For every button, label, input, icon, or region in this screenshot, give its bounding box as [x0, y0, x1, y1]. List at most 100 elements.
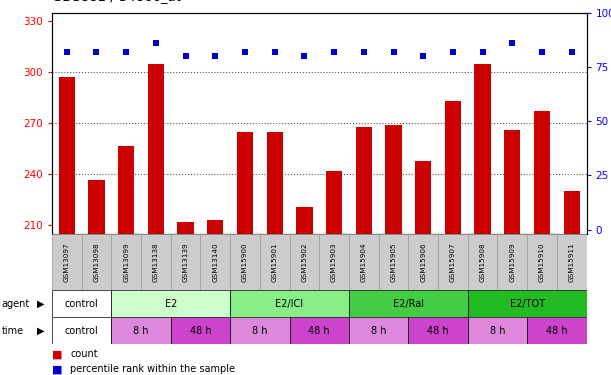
Bar [170, 317, 230, 344]
Bar [52, 234, 82, 290]
Bar [468, 317, 527, 344]
Bar [82, 234, 111, 290]
Text: GSM15904: GSM15904 [361, 242, 367, 282]
Point [210, 53, 220, 59]
Text: GSM15910: GSM15910 [539, 242, 545, 282]
Bar [59, 77, 75, 234]
Point [92, 49, 101, 55]
Bar [349, 290, 468, 317]
Text: E2/ICI: E2/ICI [276, 299, 304, 309]
Bar [408, 317, 468, 344]
Bar [356, 127, 372, 234]
Bar [141, 234, 170, 290]
Bar [111, 290, 230, 317]
Text: GSM15902: GSM15902 [301, 242, 307, 282]
Text: 8 h: 8 h [252, 326, 268, 336]
Bar [237, 132, 253, 234]
Text: GSM15909: GSM15909 [510, 242, 515, 282]
Point [240, 49, 250, 55]
Point [299, 53, 309, 59]
Bar [170, 234, 200, 290]
Bar [349, 234, 379, 290]
Text: E2: E2 [164, 299, 177, 309]
Text: GSM15907: GSM15907 [450, 242, 456, 282]
Bar [200, 234, 230, 290]
Text: GSM13139: GSM13139 [183, 242, 189, 282]
Text: GSM15905: GSM15905 [390, 242, 397, 282]
Bar [260, 234, 290, 290]
Point [151, 40, 161, 46]
Text: GSM15900: GSM15900 [242, 242, 248, 282]
Bar [474, 64, 491, 234]
Text: 8 h: 8 h [133, 326, 149, 336]
Text: time: time [2, 326, 24, 336]
Point [567, 49, 577, 55]
Point [507, 40, 517, 46]
Text: GSM13140: GSM13140 [212, 242, 218, 282]
Text: ▶: ▶ [37, 299, 44, 309]
Bar [320, 234, 349, 290]
Bar [177, 222, 194, 234]
Text: agent: agent [2, 299, 30, 309]
Bar [379, 234, 408, 290]
Text: GSM15906: GSM15906 [420, 242, 426, 282]
Text: 48 h: 48 h [427, 326, 449, 336]
Point [62, 49, 71, 55]
Bar [290, 317, 349, 344]
Text: E2/Ral: E2/Ral [393, 299, 424, 309]
Bar [557, 234, 587, 290]
Bar [148, 64, 164, 234]
Bar [118, 146, 134, 234]
Bar [445, 101, 461, 234]
Text: GSM13138: GSM13138 [153, 242, 159, 282]
Point [181, 53, 191, 59]
Text: control: control [65, 299, 98, 309]
Text: GSM15903: GSM15903 [331, 242, 337, 282]
Bar [468, 290, 587, 317]
Bar [111, 234, 141, 290]
Point [448, 49, 458, 55]
Bar [349, 317, 408, 344]
Bar [415, 161, 431, 234]
Text: percentile rank within the sample: percentile rank within the sample [70, 364, 235, 374]
Text: ▶: ▶ [37, 326, 44, 336]
Point [270, 49, 280, 55]
Text: 48 h: 48 h [546, 326, 568, 336]
Point [359, 49, 368, 55]
Bar [527, 317, 587, 344]
Bar [527, 234, 557, 290]
Bar [386, 125, 401, 234]
Bar [534, 111, 550, 234]
Text: 8 h: 8 h [371, 326, 386, 336]
Bar [504, 130, 521, 234]
Bar [52, 317, 111, 344]
Text: GDS881 / 34866_at: GDS881 / 34866_at [52, 0, 181, 3]
Text: control: control [65, 326, 98, 336]
Text: GSM13097: GSM13097 [64, 242, 70, 282]
Bar [497, 234, 527, 290]
Point [419, 53, 428, 59]
Text: GSM13099: GSM13099 [123, 242, 129, 282]
Bar [290, 234, 319, 290]
Text: 48 h: 48 h [309, 326, 330, 336]
Bar [230, 234, 260, 290]
Text: 48 h: 48 h [189, 326, 211, 336]
Text: ■: ■ [52, 350, 62, 359]
Bar [111, 317, 170, 344]
Text: E2/TOT: E2/TOT [510, 299, 544, 309]
Bar [438, 234, 468, 290]
Bar [326, 171, 342, 234]
Bar [468, 234, 497, 290]
Bar [52, 290, 111, 317]
Text: count: count [70, 350, 98, 359]
Bar [230, 317, 290, 344]
Text: GSM13098: GSM13098 [93, 242, 100, 282]
Bar [89, 180, 104, 234]
Text: GSM15908: GSM15908 [480, 242, 486, 282]
Bar [266, 132, 283, 234]
Point [537, 49, 547, 55]
Bar [296, 207, 313, 234]
Text: GSM15901: GSM15901 [272, 242, 277, 282]
Text: GSM15911: GSM15911 [569, 242, 575, 282]
Text: 8 h: 8 h [489, 326, 505, 336]
